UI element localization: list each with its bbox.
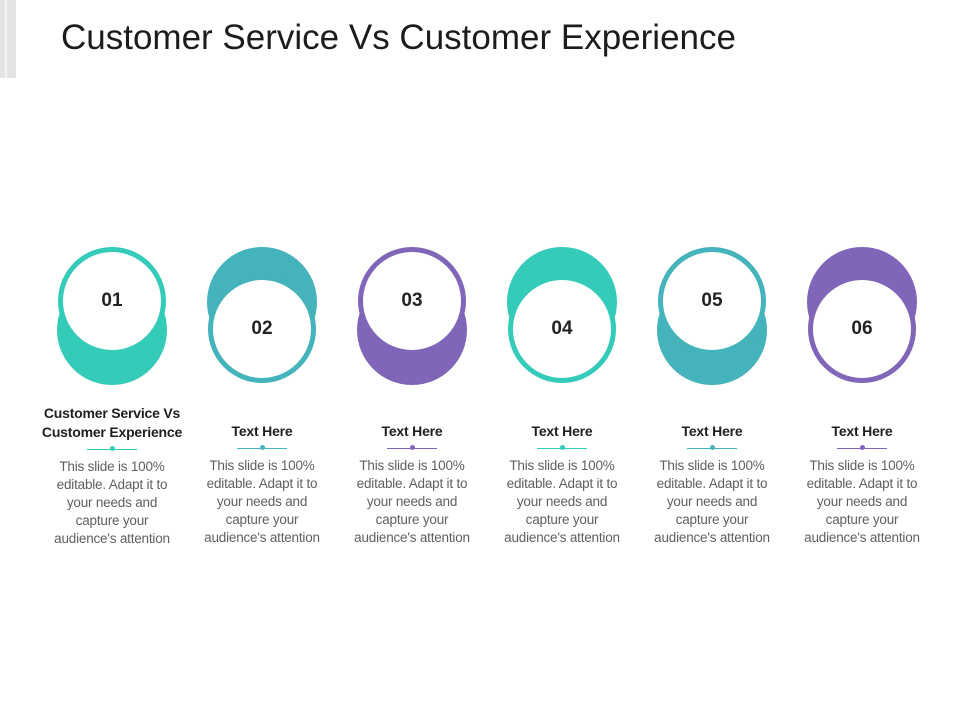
step-description: This slide is 100% editable. Adapt it to y…	[787, 457, 937, 547]
step-description-line: This slide is 100%	[59, 459, 165, 474]
step-description-line: audience's attention	[54, 531, 170, 546]
step-heading-line: Customer Service Vs	[43, 405, 181, 421]
step-number: 01	[101, 290, 123, 311]
step-description-line: capture your	[825, 512, 899, 527]
step-divider	[537, 445, 587, 451]
step-description-line: audience's attention	[354, 530, 470, 545]
step-description-line: This slide is 100%	[659, 458, 765, 473]
step-label: Text Here This slide is 100% editable. Ada…	[637, 422, 787, 547]
step-description-line: your needs and	[66, 495, 158, 510]
step-heading: Text Here	[337, 422, 487, 441]
step-circle-graphic: 05	[657, 247, 767, 385]
step-description: This slide is 100% editable. Adapt it to y…	[637, 457, 787, 547]
step-number: 06	[851, 318, 873, 339]
step-description: This slide is 100% editable. Adapt it to y…	[187, 457, 337, 547]
number-ring: 06	[808, 275, 916, 383]
step-heading-line: Customer Experience	[41, 424, 183, 440]
step-03: 03 Text Here This slide is 100% editable. A…	[337, 247, 487, 567]
step-description-line: editable. Adapt it to	[506, 476, 618, 491]
divider-dot	[559, 445, 565, 450]
step-description-line: This slide is 100%	[359, 458, 465, 473]
step-heading-line: Text Here	[531, 423, 593, 439]
step-label: Customer Service Vs Customer Experience Th…	[37, 404, 187, 548]
step-description-line: your needs and	[216, 494, 308, 509]
step-heading: Text Here	[187, 422, 337, 441]
divider-dot	[109, 446, 115, 451]
step-label: Text Here This slide is 100% editable. Ada…	[337, 422, 487, 547]
step-04: 04 Text Here This slide is 100% editable. A…	[487, 247, 637, 567]
step-description-line: audience's attention	[204, 530, 320, 545]
step-description-line: audience's attention	[504, 530, 620, 545]
number-ring: 03	[358, 247, 466, 355]
step-01: 01 Customer Service Vs Customer Experience…	[37, 247, 187, 567]
step-divider	[387, 445, 437, 451]
step-description-line: editable. Adapt it to	[356, 476, 468, 491]
step-heading-line: Text Here	[381, 423, 443, 439]
divider-dot	[709, 445, 715, 450]
step-heading-line: Text Here	[681, 423, 743, 439]
step-description-line: This slide is 100%	[809, 458, 915, 473]
step-description-line: audience's attention	[804, 530, 920, 545]
step-heading: Text Here	[787, 422, 937, 441]
step-description-line: editable. Adapt it to	[806, 476, 918, 491]
divider-dot	[859, 445, 865, 450]
step-description-line: your needs and	[366, 494, 458, 509]
step-heading: Customer Service Vs Customer Experience	[37, 404, 187, 442]
step-description-line: capture your	[675, 512, 749, 527]
step-label: Text Here This slide is 100% editable. Ada…	[187, 422, 337, 547]
step-description: This slide is 100% editable. Adapt it to y…	[487, 457, 637, 547]
step-description-line: your needs and	[516, 494, 608, 509]
step-heading-line: Text Here	[231, 423, 293, 439]
step-description-line: your needs and	[666, 494, 758, 509]
corner-accent	[0, 0, 16, 78]
step-divider	[837, 445, 887, 451]
step-description-line: editable. Adapt it to	[56, 477, 168, 492]
step-description-line: capture your	[225, 512, 299, 527]
step-label: Text Here This slide is 100% editable. Ada…	[487, 422, 637, 547]
step-divider	[237, 445, 287, 451]
number-ring: 01	[58, 247, 166, 355]
step-description-line: This slide is 100%	[509, 458, 615, 473]
step-06: 06 Text Here This slide is 100% editable. A…	[787, 247, 937, 567]
step-circle-graphic: 01	[57, 247, 167, 385]
step-circle-graphic: 02	[207, 247, 317, 385]
step-circle-graphic: 04	[507, 247, 617, 385]
step-divider	[87, 446, 137, 452]
step-description-line: editable. Adapt it to	[206, 476, 318, 491]
divider-dot	[409, 445, 415, 450]
number-ring: 05	[658, 247, 766, 355]
step-heading: Text Here	[637, 422, 787, 441]
step-heading-line: Text Here	[831, 423, 893, 439]
step-description-line: capture your	[75, 513, 149, 528]
number-ring: 02	[208, 275, 316, 383]
step-02: 02 Text Here This slide is 100% editable. A…	[187, 247, 337, 567]
step-description-line: capture your	[375, 512, 449, 527]
step-circle-graphic: 03	[357, 247, 467, 385]
number-ring: 04	[508, 275, 616, 383]
step-heading: Text Here	[487, 422, 637, 441]
step-number: 05	[701, 290, 723, 311]
step-number: 04	[551, 318, 573, 339]
step-label: Text Here This slide is 100% editable. Ada…	[787, 422, 937, 547]
step-description-line: your needs and	[816, 494, 908, 509]
step-divider	[687, 445, 737, 451]
step-description: This slide is 100% editable. Adapt it to y…	[37, 458, 187, 548]
slide-title: Customer Service Vs Customer Experience	[61, 18, 736, 57]
divider-dot	[259, 445, 265, 450]
step-description: This slide is 100% editable. Adapt it to y…	[337, 457, 487, 547]
step-description-line: editable. Adapt it to	[656, 476, 768, 491]
step-number: 02	[251, 318, 273, 339]
step-05: 05 Text Here This slide is 100% editable. A…	[637, 247, 787, 567]
step-number: 03	[401, 290, 423, 311]
step-description-line: capture your	[525, 512, 599, 527]
step-circle-graphic: 06	[807, 247, 917, 385]
step-description-line: This slide is 100%	[209, 458, 315, 473]
step-description-line: audience's attention	[654, 530, 770, 545]
